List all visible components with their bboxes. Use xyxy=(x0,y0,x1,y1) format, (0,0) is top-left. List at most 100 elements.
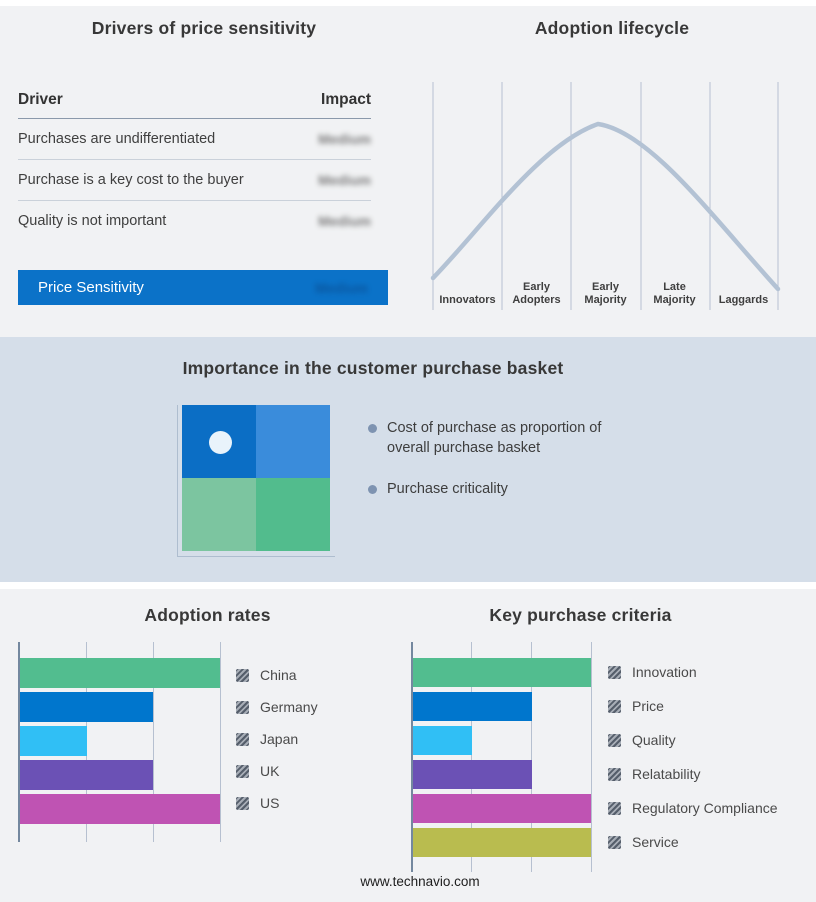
legend-item: Service xyxy=(608,834,679,850)
lifecycle-stage-labels: Innovators Early Adopters Early Majority La… xyxy=(433,270,778,307)
stage-label: Late Majority xyxy=(653,281,696,306)
table-row: Quality is not important Medium xyxy=(18,201,371,241)
impact-cell: Medium xyxy=(318,213,371,229)
stage-label: Early Majority xyxy=(584,281,627,306)
legend-item: Relatability xyxy=(608,766,700,782)
legend-item: Quality xyxy=(608,732,676,748)
legend-label: Regulatory Compliance xyxy=(632,800,778,816)
lifecycle-panel-title: Adoption lifecycle xyxy=(534,18,690,38)
price-sensitivity-label: Price Sensitivity xyxy=(38,279,144,296)
bottom-section: Adoption rates Key purchase criteria Chi… xyxy=(0,589,816,902)
legend-item: Innovation xyxy=(608,664,697,680)
bar-uk xyxy=(20,760,153,790)
legend-label: Innovation xyxy=(632,664,697,680)
impact-cell: Medium xyxy=(318,172,371,188)
top-section: Drivers of price sensitivity Adoption li… xyxy=(0,6,816,337)
driver-cell: Purchase is a key cost to the buyer xyxy=(18,172,244,188)
bullet-item: Cost of purchase as proportion of overal… xyxy=(368,419,620,458)
bar-china xyxy=(20,658,220,688)
basket-bullet-list: Cost of purchase as proportion of overal… xyxy=(368,419,620,522)
price-sensitivity-impact-value: Medium xyxy=(315,279,368,296)
bullet-icon xyxy=(368,485,377,494)
matrix-y-axis xyxy=(177,405,178,557)
impact-column-header: Impact xyxy=(321,91,371,108)
legend-swatch-icon xyxy=(236,700,249,714)
matrix-cell-top-left xyxy=(182,405,256,478)
bell-curve-line xyxy=(430,121,781,292)
key-purchase-criteria-title: Key purchase criteria xyxy=(489,605,672,625)
legend-label: Quality xyxy=(632,732,676,748)
bullet-text: Purchase criticality xyxy=(387,481,508,497)
drivers-table-header: Driver Impact xyxy=(18,91,371,119)
legend-item: Price xyxy=(608,698,664,714)
bar-us xyxy=(20,794,220,824)
driver-cell: Quality is not important xyxy=(18,213,167,229)
legend-swatch-icon xyxy=(608,801,621,815)
drivers-table-body: Purchases are undifferentiated Medium Purc… xyxy=(18,119,371,241)
legend-label: Service xyxy=(632,834,679,850)
legend-label: China xyxy=(260,667,297,683)
stage-label: Laggards xyxy=(718,294,769,306)
position-marker-dot xyxy=(209,431,232,454)
legend-label: US xyxy=(260,795,280,811)
bar-service xyxy=(413,828,591,857)
legend-swatch-icon xyxy=(236,764,249,778)
bar-quality xyxy=(413,726,472,755)
criteria-chart-y-axis xyxy=(411,642,413,872)
legend-swatch-icon xyxy=(608,665,621,679)
bar-innovation xyxy=(413,658,591,687)
legend-swatch-icon xyxy=(608,699,621,713)
website-footer-link: www.technavio.com xyxy=(360,874,480,889)
price-sensitivity-bar: Price Sensitivity Medium xyxy=(18,270,388,305)
gridline xyxy=(220,642,221,842)
bullet-item: Purchase criticality xyxy=(368,480,620,500)
driver-column-header: Driver xyxy=(18,91,63,108)
basket-section-title: Importance in the customer purchase bask… xyxy=(182,358,564,378)
gridline xyxy=(531,642,532,872)
legend-label: Germany xyxy=(260,699,318,715)
gridline xyxy=(591,642,592,872)
legend-label: Japan xyxy=(260,731,299,747)
bar-regulatory-compliance xyxy=(413,794,591,823)
legend-swatch-icon xyxy=(236,796,249,810)
matrix-cell-top-right xyxy=(256,405,330,478)
matrix-cell-bottom-left xyxy=(182,478,256,551)
legend-item: Germany xyxy=(236,699,318,715)
table-row: Purchase is a key cost to the buyer Mediu… xyxy=(18,160,371,201)
legend-label: Relatability xyxy=(632,766,701,782)
stage-label: Innovators xyxy=(439,294,496,306)
legend-swatch-icon xyxy=(236,668,249,682)
drivers-panel-title: Drivers of price sensitivity xyxy=(91,18,317,38)
bar-relatability xyxy=(413,760,532,789)
legend-item: Regulatory Compliance xyxy=(608,800,778,816)
legend-item: US xyxy=(236,795,279,811)
legend-label: Price xyxy=(632,698,664,714)
bar-price xyxy=(413,692,532,721)
gridline xyxy=(471,642,472,872)
drivers-table: Driver Impact Purchases are undifferenti… xyxy=(18,91,371,241)
stage-label: Early Adopters xyxy=(512,281,561,306)
bullet-icon xyxy=(368,424,377,433)
legend-swatch-icon xyxy=(608,835,621,849)
legend-swatch-icon xyxy=(608,767,621,781)
purchase-basket-section: Importance in the customer purchase bask… xyxy=(0,337,816,582)
driver-cell: Purchases are undifferentiated xyxy=(18,131,216,147)
legend-item: UK xyxy=(236,763,279,779)
purchase-basket-matrix xyxy=(182,405,330,551)
impact-cell: Medium xyxy=(318,131,371,147)
legend-swatch-icon xyxy=(236,732,249,746)
legend-item: Japan xyxy=(236,731,298,747)
gridline xyxy=(153,642,154,842)
table-row: Purchases are undifferentiated Medium xyxy=(18,119,371,160)
legend-item: China xyxy=(236,667,297,683)
adoption-chart-y-axis xyxy=(18,642,20,842)
adoption-rates-title: Adoption rates xyxy=(144,605,271,625)
bar-japan xyxy=(20,726,87,756)
adoption-lifecycle-chart xyxy=(430,82,781,310)
legend-label: UK xyxy=(260,763,280,779)
matrix-x-axis xyxy=(177,556,335,557)
legend-swatch-icon xyxy=(608,733,621,747)
bar-germany xyxy=(20,692,153,722)
bullet-text: Cost of purchase as proportion of overal… xyxy=(387,420,602,456)
